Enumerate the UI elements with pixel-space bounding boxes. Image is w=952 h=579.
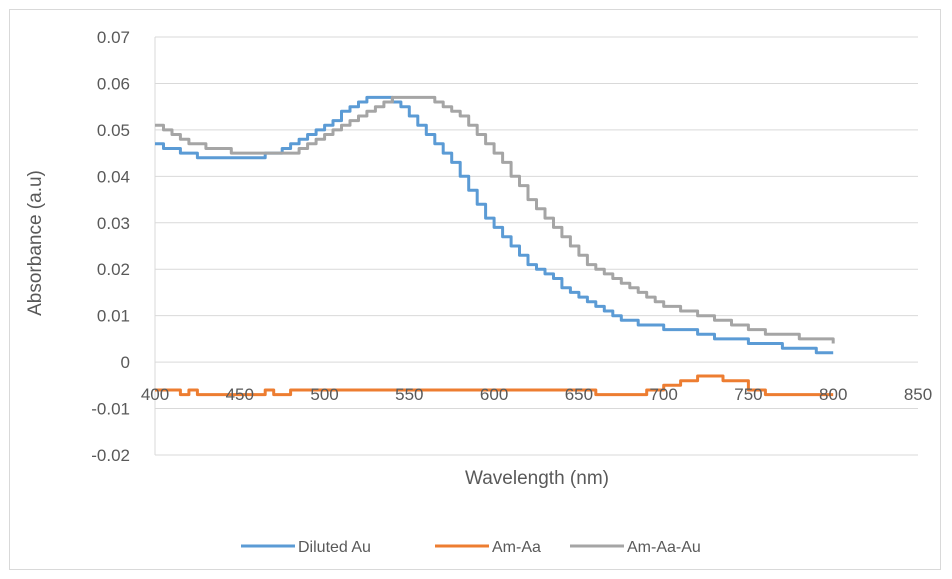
series-line-0 bbox=[155, 95, 834, 355]
y-tick-label: 0.02 bbox=[97, 260, 130, 279]
x-tick-label: 650 bbox=[565, 385, 593, 404]
x-axis-title: Wavelength (nm) bbox=[465, 468, 609, 489]
legend-label: Am-Aa bbox=[492, 539, 541, 556]
gridlines bbox=[154, 36, 918, 456]
legend-label: Am-Aa-Au bbox=[627, 539, 701, 556]
x-tick-label: 850 bbox=[904, 385, 932, 404]
series-line-1 bbox=[155, 374, 834, 397]
y-tick-label: 0.06 bbox=[97, 74, 130, 93]
x-tick-label: 550 bbox=[395, 385, 423, 404]
y-tick-label: 0.03 bbox=[97, 214, 130, 233]
x-tick-label: 450 bbox=[226, 385, 254, 404]
x-tick-label: 400 bbox=[141, 385, 169, 404]
chart-frame bbox=[9, 9, 941, 570]
tick-labels: -0.02 -0.01 0 0.01 0.02 0.03 0.04 0.05 0.06 0.07 4… bbox=[91, 28, 932, 465]
series-layer bbox=[155, 95, 835, 397]
y-axis-title: Absorbance (a.u) bbox=[25, 170, 46, 316]
x-tick-label: 800 bbox=[819, 385, 847, 404]
x-tick-label: 600 bbox=[480, 385, 508, 404]
x-tick-label: 700 bbox=[649, 385, 677, 404]
y-tick-label: 0 bbox=[121, 353, 130, 372]
x-tick-label: 750 bbox=[734, 385, 762, 404]
y-tick-label: -0.01 bbox=[91, 400, 130, 419]
y-tick-label: 0.01 bbox=[97, 307, 130, 326]
y-tick-label: 0.04 bbox=[97, 167, 130, 186]
y-tick-label: 0.05 bbox=[97, 121, 130, 140]
y-tick-label: -0.02 bbox=[91, 446, 130, 465]
y-tick-label: 0.07 bbox=[97, 28, 130, 47]
legend: Diluted Au Am-Aa Am-Aa-Au bbox=[241, 539, 701, 556]
series-line-2 bbox=[155, 95, 835, 344]
x-tick-label: 500 bbox=[310, 385, 338, 404]
legend-label: Diluted Au bbox=[298, 539, 371, 556]
